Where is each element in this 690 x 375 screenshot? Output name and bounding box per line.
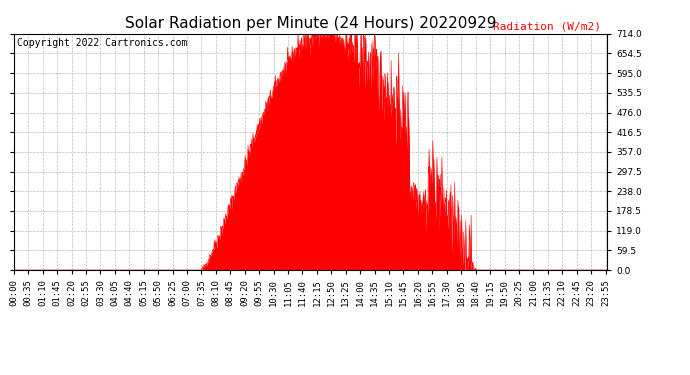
Title: Solar Radiation per Minute (24 Hours) 20220929: Solar Radiation per Minute (24 Hours) 20… bbox=[125, 16, 496, 31]
Text: Radiation (W/m2): Radiation (W/m2) bbox=[493, 21, 601, 32]
Text: Copyright 2022 Cartronics.com: Copyright 2022 Cartronics.com bbox=[17, 39, 187, 48]
